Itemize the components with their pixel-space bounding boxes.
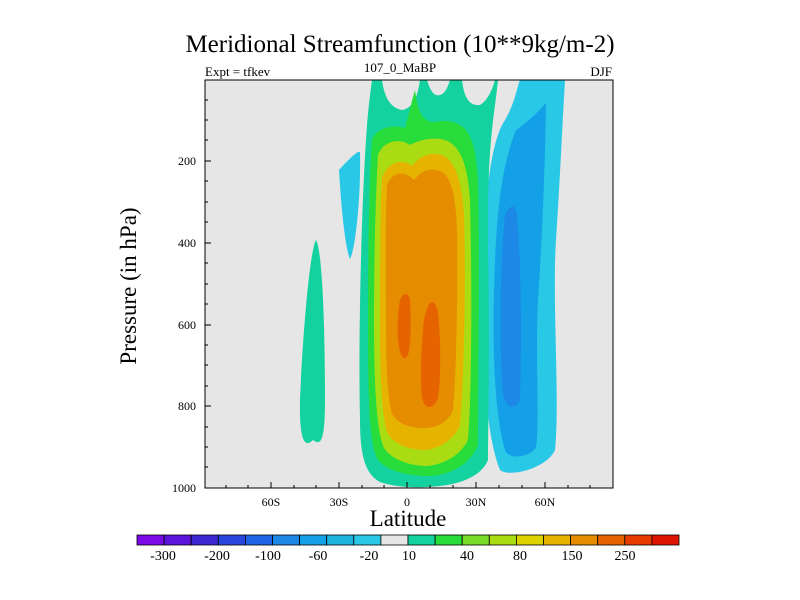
colorbar-swatch xyxy=(380,534,409,546)
colorbar-swatch xyxy=(570,534,599,546)
contour-tropical-cell-250-east xyxy=(420,302,441,407)
colorbar-label: 80 xyxy=(513,549,527,564)
chart-title: Meridional Streamfunction (10**9kg/m-2) xyxy=(185,31,615,58)
colorbar-label: -100 xyxy=(255,549,281,564)
colorbar-swatch xyxy=(543,534,572,546)
colorbar-swatch xyxy=(272,534,301,546)
subtitle-season: DJF xyxy=(590,64,612,79)
x-tick-label: 60S xyxy=(262,495,281,509)
colorbar-swatch xyxy=(244,534,273,546)
subtitle-experiment: Expt = tfkev xyxy=(205,64,271,79)
colorbar-label: 250 xyxy=(615,549,636,564)
colorbar-swatch xyxy=(299,534,328,546)
y-axis-label: Pressure (in hPa) xyxy=(116,207,141,365)
colorbar-swatch xyxy=(326,534,355,546)
y-axis-ticks xyxy=(205,99,211,489)
x-tick-label: 0 xyxy=(404,495,410,509)
x-tick-label: 30N xyxy=(466,495,487,509)
colorbar-label: -300 xyxy=(150,549,176,564)
y-tick-labels: 200 400 600 800 1000 xyxy=(172,154,196,495)
colorbar-swatch xyxy=(407,534,436,546)
colorbar xyxy=(136,534,680,546)
colorbar-label: -200 xyxy=(204,549,230,564)
colorbar-swatch xyxy=(488,534,517,546)
colorbar-swatch xyxy=(624,534,653,546)
colorbar-swatch xyxy=(163,534,192,546)
contour-sh-negative-blob xyxy=(339,151,361,259)
contour-sh-positive-blob xyxy=(299,240,325,444)
colorbar-label: 40 xyxy=(460,549,474,564)
colorbar-labels: -300 -200 -100 -60 -20 10 40 80 150 250 xyxy=(150,549,635,564)
colorbar-swatch xyxy=(434,534,463,546)
x-axis-label: Latitude xyxy=(369,506,447,531)
y-tick-label: 800 xyxy=(178,399,196,413)
colorbar-swatch xyxy=(516,534,544,546)
colorbar-label: 10 xyxy=(402,549,416,564)
colorbar-swatch xyxy=(597,534,626,546)
subtitle-period: 107_0_MaBP xyxy=(363,60,437,75)
colorbar-swatch xyxy=(136,534,165,546)
contour-nh-negative-cell-inner xyxy=(500,206,521,407)
x-tick-label: 30S xyxy=(330,495,349,509)
x-tick-labels: 60S 30S 0 30N 60N xyxy=(262,495,556,509)
colorbar-swatch xyxy=(353,534,382,546)
colorbar-swatch xyxy=(651,534,680,546)
colorbar-label: -60 xyxy=(309,549,328,564)
contour-tropical-cell-250-west xyxy=(397,294,411,359)
colorbar-swatch xyxy=(190,534,219,546)
y-tick-label: 200 xyxy=(178,154,196,168)
x-axis-ticks xyxy=(225,482,591,488)
colorbar-swatch xyxy=(217,534,246,546)
y-tick-label: 1000 xyxy=(172,481,196,495)
colorbar-label: -20 xyxy=(360,549,379,564)
colorbar-label: 150 xyxy=(562,549,583,564)
y-tick-label: 400 xyxy=(178,236,196,250)
x-tick-label: 60N xyxy=(535,495,556,509)
y-tick-label: 600 xyxy=(178,318,196,332)
colorbar-swatch xyxy=(461,534,490,546)
contour-fields xyxy=(299,80,565,488)
